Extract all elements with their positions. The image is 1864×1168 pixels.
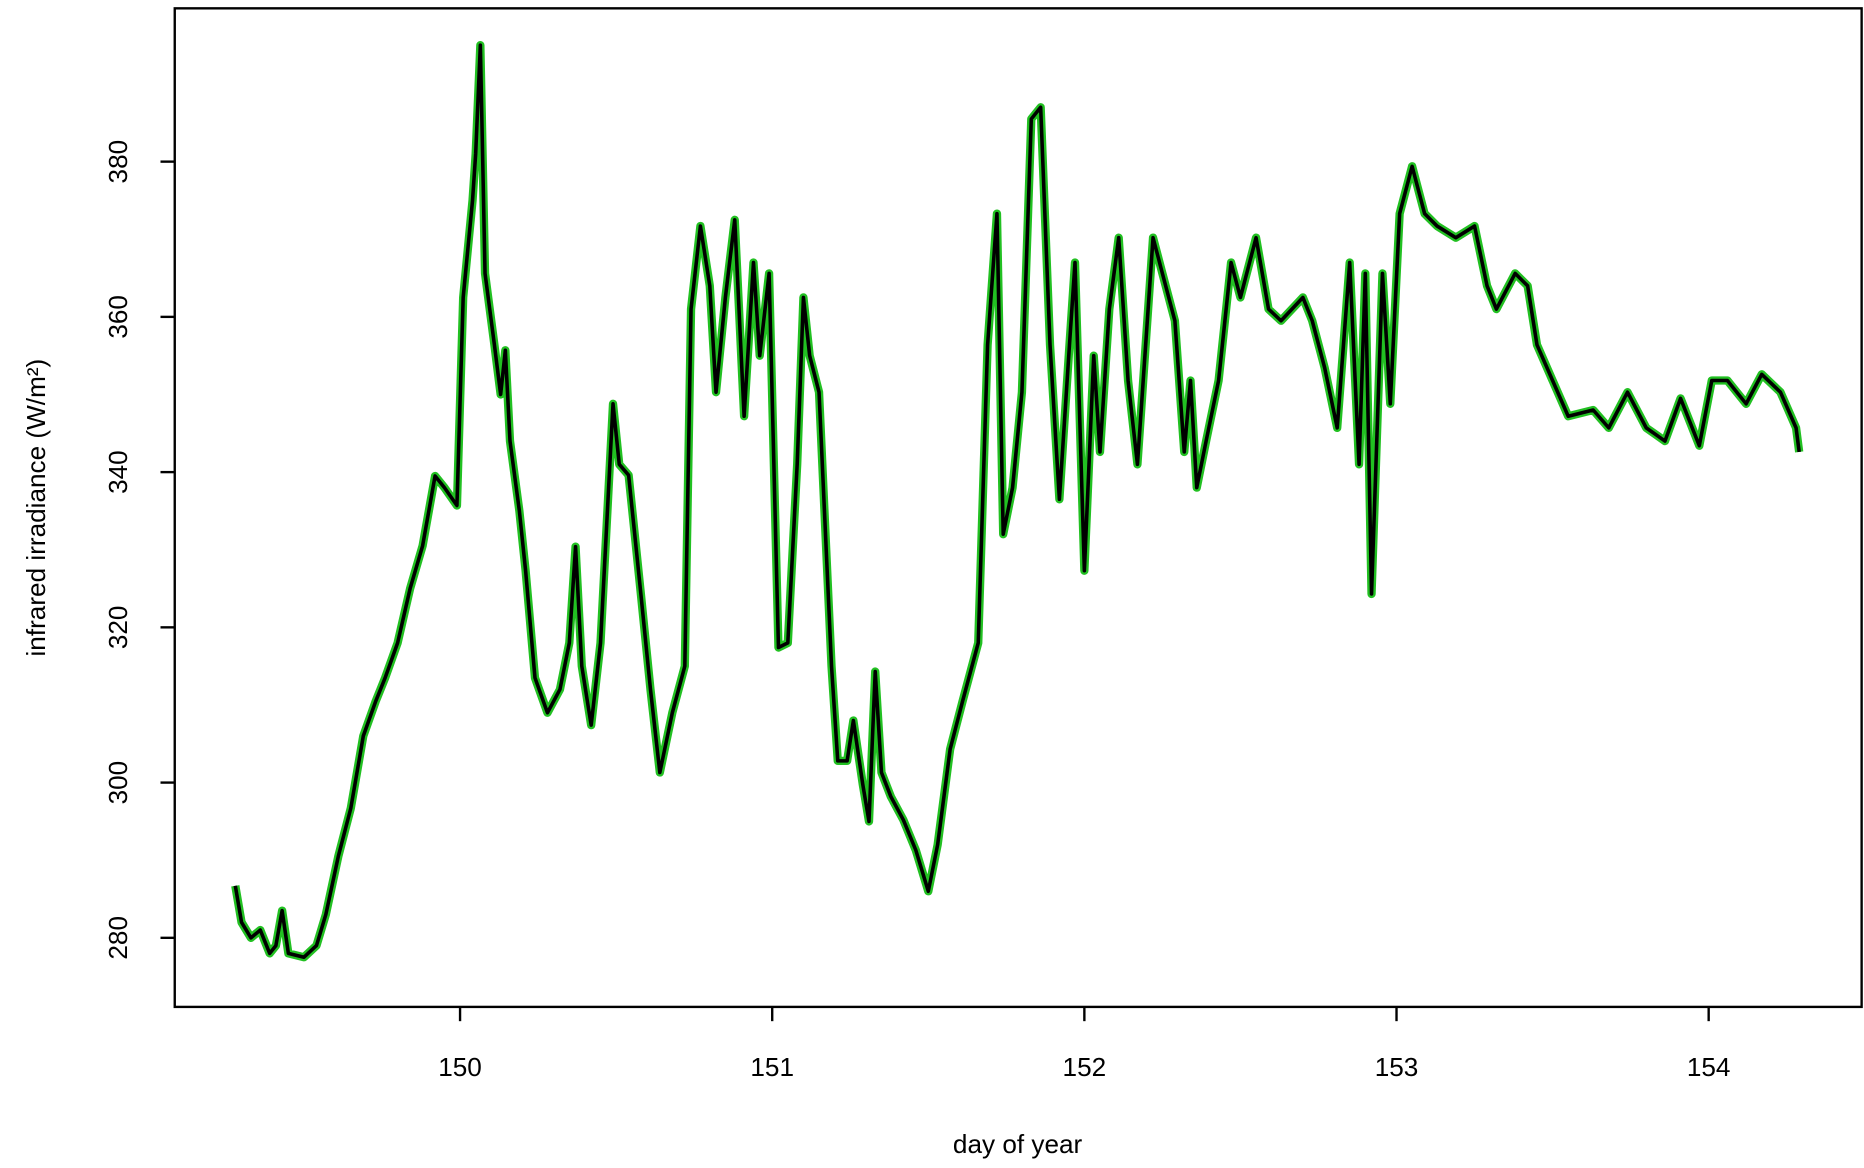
plot-frame — [173, 7, 1863, 1009]
x-tick-label: 150 — [438, 1052, 482, 1082]
x-tick-label: 153 — [1375, 1052, 1419, 1082]
series-line — [231, 41, 1804, 962]
x-tick-label: 154 — [1687, 1052, 1731, 1082]
y-tick-label: 280 — [103, 916, 133, 960]
x-axis-title: day of year — [953, 1129, 1083, 1159]
x-tick-label: 152 — [1063, 1052, 1107, 1082]
y-tick-label: 340 — [103, 450, 133, 494]
y-tick-label: 300 — [103, 761, 133, 805]
series-line — [233, 43, 1801, 960]
y-axis-title: infrared irradiance (W/m²) — [21, 359, 51, 657]
y-tick-label: 380 — [103, 140, 133, 184]
y-tick-label: 360 — [103, 295, 133, 339]
y-tick-label: 320 — [103, 606, 133, 650]
x-tick-label: 151 — [750, 1052, 794, 1082]
